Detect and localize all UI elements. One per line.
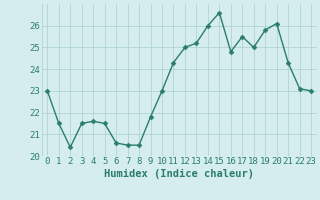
X-axis label: Humidex (Indice chaleur): Humidex (Indice chaleur) xyxy=(104,169,254,179)
